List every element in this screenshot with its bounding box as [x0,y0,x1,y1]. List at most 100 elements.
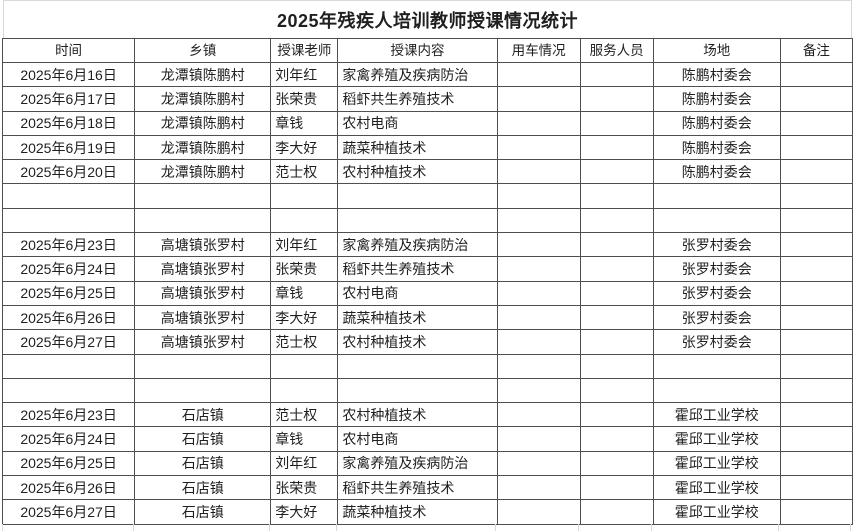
column-header: 乡镇 [134,38,272,63]
cell: 2025年6月19日 [1,134,136,161]
cell: 蔬菜种植技术 [337,134,498,161]
cell: 2025年6月16日 [1,61,136,88]
cell [779,353,854,379]
table-row: 2025年6月19日 龙潭镇陈鹏村 李大好 蔬菜种植技术 陈鹏村委会 [1,134,854,161]
cell: 家禽养殖及疾病防治 [337,232,498,258]
cell [496,475,581,501]
cell: 刘年红 [270,61,339,88]
cell: 陈鹏村委会 [652,61,781,88]
cell [579,280,654,306]
cell [779,232,854,258]
cell: 家禽养殖及疾病防治 [337,61,498,88]
column-header: 授课内容 [337,38,498,63]
cell [779,329,854,355]
cell [779,159,854,185]
column-header: 时间 [1,38,136,63]
cell: 2025年6月27日 [1,499,136,525]
cell: 张荣贵 [270,475,339,501]
table-row: 2025年6月17日 龙潭镇陈鹏村 张荣贵 稻虾共生养殖技术 陈鹏村委会 [1,86,854,112]
table-row: 2025年6月24日 石店镇 章钱 农村电商 霍邱工业学校 [1,426,854,452]
cell [337,183,498,209]
table-row: 2025年6月27日 石店镇 李大好 蔬菜种植技术 霍邱工业学校 [1,499,854,525]
gridline [779,524,851,531]
cell: 陈鹏村委会 [652,110,781,136]
cell [579,61,654,88]
cell [579,232,654,258]
cell: 2025年6月27日 [1,329,136,355]
cell [496,499,581,525]
cell [652,353,781,379]
cell: 范士权 [270,159,339,185]
cell [496,86,581,112]
cell [579,499,654,525]
cell: 刘年红 [270,232,339,258]
cell: 李大好 [270,304,339,331]
cell [579,353,654,379]
cell [779,86,854,112]
table-row: 2025年6月26日 高塘镇张罗村 李大好 蔬菜种植技术 张罗村委会 [1,304,854,331]
cell [1,353,136,379]
cell: 霍邱工业学校 [652,402,781,428]
cell [496,304,581,331]
cell: 2025年6月23日 [1,232,136,258]
cell [579,183,654,209]
cell: 张罗村委会 [652,280,781,306]
cell: 张荣贵 [270,86,339,112]
cell [652,207,781,234]
cell: 蔬菜种植技术 [337,499,498,525]
bottom-gridline-stub [2,524,851,531]
cell: 农村种植技术 [337,329,498,355]
table-row-empty [1,377,854,404]
cell: 范士权 [270,329,339,355]
table-row: 2025年6月25日 石店镇 刘年红 家禽养殖及疾病防治 霍邱工业学校 [1,450,854,477]
cell: 章钱 [270,110,339,136]
cell: 蔬菜种植技术 [337,304,498,331]
cell [779,475,854,501]
cell: 高塘镇张罗村 [134,280,272,306]
cell [779,304,854,331]
cell: 2025年6月26日 [1,304,136,331]
gridline [652,524,779,531]
cell: 李大好 [270,134,339,161]
cell: 陈鹏村委会 [652,159,781,185]
cell [1,377,136,404]
table-row: 2025年6月23日 石店镇 范士权 农村种植技术 霍邱工业学校 [1,402,854,428]
cell [579,207,654,234]
cell [579,256,654,282]
cell [134,353,272,379]
cell [496,159,581,185]
cell: 2025年6月25日 [1,280,136,306]
cell [496,232,581,258]
cell: 李大好 [270,499,339,525]
cell [1,183,136,209]
cell: 陈鹏村委会 [652,134,781,161]
cell [779,183,854,209]
cell [496,183,581,209]
cell [496,256,581,282]
cell [496,450,581,477]
cell [496,402,581,428]
cell: 稻虾共生养殖技术 [337,475,498,501]
gridline [337,524,496,531]
cell: 龙潭镇陈鹏村 [134,159,272,185]
cell: 高塘镇张罗村 [134,256,272,282]
cell: 章钱 [270,280,339,306]
cell: 家禽养殖及疾病防治 [337,450,498,477]
table-row-empty [1,353,854,379]
training-table: 时间 乡镇 授课老师 授课内容 用车情况 服务人员 场地 备注 2025年6月16日 龙潭镇陈鹏… [1,38,854,525]
cell [579,159,654,185]
cell [496,280,581,306]
cell: 霍邱工业学校 [652,426,781,452]
cell: 石店镇 [134,450,272,477]
cell [579,475,654,501]
cell: 农村种植技术 [337,159,498,185]
column-header: 备注 [779,38,854,63]
cell [134,183,272,209]
gridline [496,524,579,531]
cell [652,183,781,209]
cell: 张罗村委会 [652,304,781,331]
cell: 石店镇 [134,475,272,501]
cell: 农村种植技术 [337,402,498,428]
